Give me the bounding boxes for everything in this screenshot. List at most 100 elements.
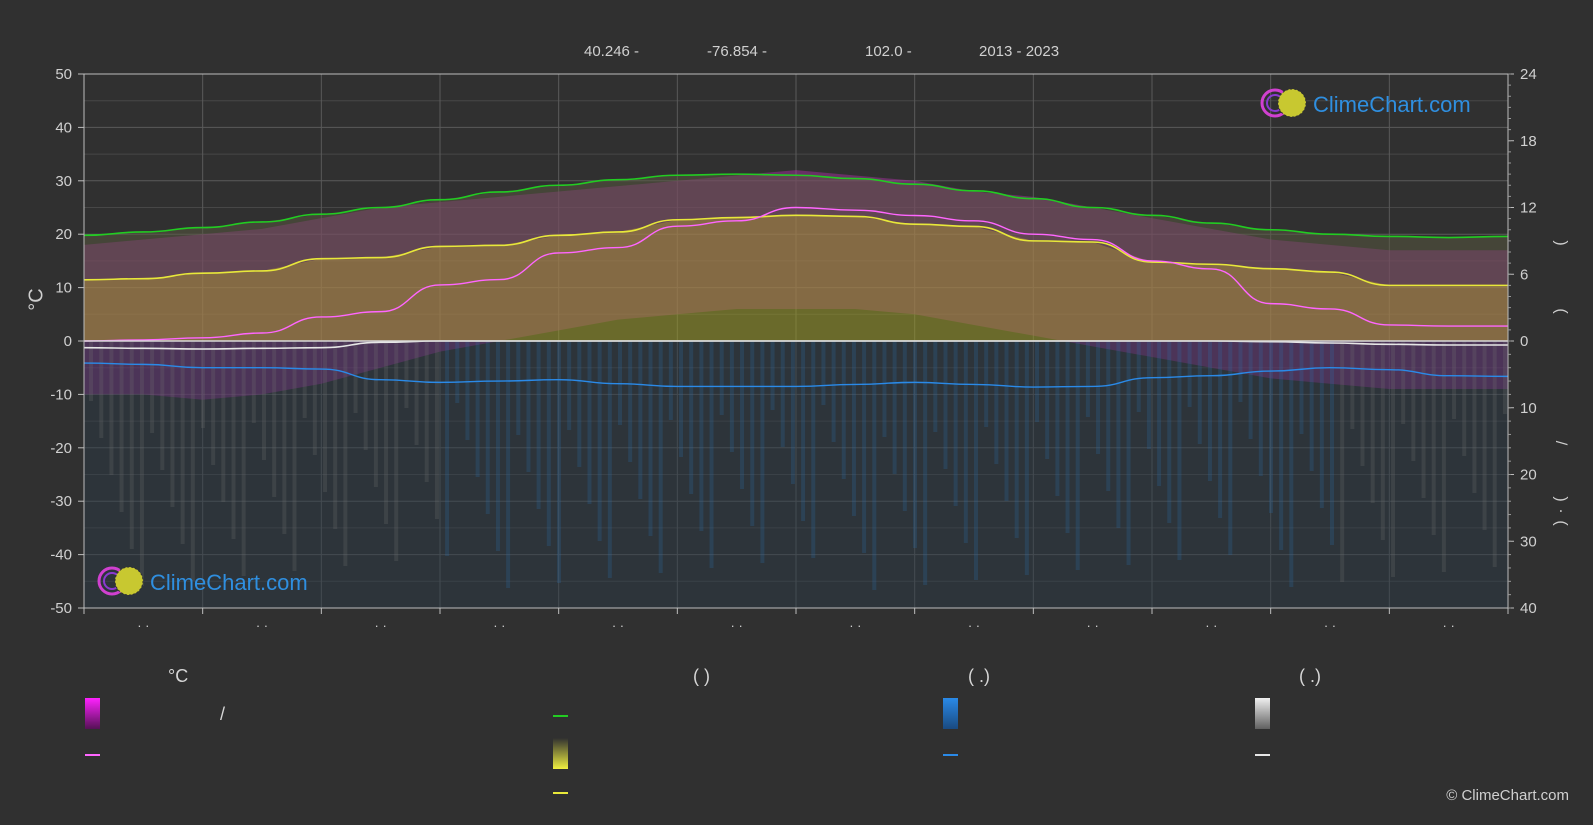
- precipitation-streak: [668, 341, 673, 420]
- precipitation-streak: [862, 341, 867, 553]
- legend-rain-heading: ( .): [968, 666, 990, 686]
- right-axis-mark-5: (: [1552, 520, 1570, 526]
- precipitation-streak: [912, 341, 917, 548]
- logo-text: ClimeChart.com: [1313, 92, 1471, 117]
- right-axis-mark-6: ·: [1552, 508, 1570, 514]
- rain-line: [84, 362, 1508, 388]
- precipitation-streak: [302, 341, 307, 418]
- legend-snow-line-swatch: [1255, 754, 1270, 756]
- precipitation-streak: [597, 341, 602, 541]
- precipitation-streak: [1482, 341, 1487, 530]
- precipitation-streak: [1268, 341, 1273, 513]
- precipitation-streak: [1340, 341, 1345, 582]
- x-tick-label: · ·: [612, 618, 624, 633]
- precipitation-streak: [170, 341, 175, 507]
- x-tick-label: · ·: [1324, 618, 1336, 633]
- precipitation-streak: [394, 341, 399, 561]
- precipitation-streak: [485, 341, 490, 514]
- precipitation-streak: [719, 341, 724, 415]
- precipitation-streak: [109, 341, 114, 475]
- precipitation-streak: [689, 341, 694, 494]
- precipitation-streak: [770, 341, 775, 410]
- precipitation-streak: [1279, 341, 1284, 550]
- precipitation-streak: [882, 341, 887, 437]
- precipitation-streak: [1289, 341, 1294, 587]
- legend-temp-range-swatch: [85, 698, 100, 729]
- precipitation-streak: [1238, 341, 1243, 402]
- precipitation-streak: [343, 341, 348, 566]
- precipitation-streak: [1157, 341, 1162, 486]
- precipitation-streak: [1452, 341, 1457, 419]
- max-temp-line: [84, 206, 1508, 342]
- precipitation-streak: [262, 341, 266, 460]
- precipitation-streak: [546, 341, 551, 546]
- legend-snow-heading: ( .): [1299, 666, 1321, 686]
- precipitation-streak: [1116, 341, 1121, 528]
- precipitation-streak: [618, 341, 622, 425]
- left-tick-label: -50: [50, 600, 72, 617]
- left-tick-label: 30: [55, 173, 72, 190]
- daylight-line: [84, 173, 1508, 239]
- precipitation-streak: [780, 341, 785, 447]
- precipitation-streak: [1411, 341, 1416, 461]
- right-tick-label: 6: [1520, 266, 1528, 283]
- left-tick-label: 20: [55, 226, 72, 243]
- precipitation-streak: [658, 341, 663, 573]
- precipitation-streak: [119, 341, 124, 512]
- x-tick-label: · ·: [1443, 618, 1455, 633]
- precipitation-streak: [292, 341, 297, 571]
- precipitation-streak: [1319, 341, 1324, 508]
- precipitation-streak: [1492, 341, 1497, 567]
- legend-rain-swatch: [943, 698, 958, 729]
- x-tick-label: · ·: [849, 618, 861, 633]
- precipitation-streak: [933, 341, 938, 432]
- precipitation-streak: [475, 341, 480, 477]
- precipitation-streak: [709, 341, 714, 568]
- precipitation-streak: [272, 341, 277, 497]
- precipitation-streak: [251, 341, 256, 423]
- precipitation-streak: [139, 341, 144, 586]
- x-tick-label: · ·: [1205, 618, 1217, 633]
- precipitation-streak: [506, 341, 511, 588]
- precipitation-streak: [1146, 341, 1151, 449]
- precipitation-streak: [679, 341, 684, 457]
- precipitation-streak: [1309, 341, 1314, 471]
- legend-temperature-heading: °C: [168, 666, 189, 686]
- precipitation-streak: [1330, 341, 1334, 545]
- precipitation-streak: [638, 341, 643, 499]
- precipitation-streak: [1370, 341, 1375, 503]
- x-tick-label: · ·: [493, 618, 505, 633]
- precipitation-streak: [760, 341, 765, 563]
- precipitation-streak: [424, 341, 429, 482]
- logo-icon: [97, 566, 144, 596]
- precipitation-streak: [1401, 341, 1406, 424]
- precipitation-streak: [648, 341, 653, 536]
- legend-sunshine-swatch: [553, 738, 568, 769]
- copyright: © ClimeChart.com: [1446, 787, 1569, 804]
- precipitation-streak: [1441, 341, 1446, 572]
- legend-sun-heading: ( ): [693, 666, 710, 686]
- elevation-label: 102.0 -: [865, 43, 912, 60]
- x-tick-label: · ·: [1087, 618, 1099, 633]
- precipitation-streak: [841, 341, 846, 479]
- precipitation-streak: [790, 341, 795, 484]
- precipitation-streak: [872, 341, 877, 590]
- precipitation-streak: [363, 341, 368, 450]
- left-tick-label: -10: [50, 386, 72, 403]
- precipitation-streak: [1248, 341, 1253, 439]
- precipitation-streak: [1258, 341, 1263, 476]
- legend-snow-swatch: [1255, 698, 1270, 729]
- left-tick-label: -40: [50, 547, 72, 564]
- precipitation-streak: [1024, 341, 1029, 575]
- right-tick-label: 24: [1520, 66, 1537, 83]
- precipitation-streak: [953, 341, 958, 506]
- sunshine-line: [84, 214, 1508, 287]
- precipitation-streak: [963, 341, 968, 543]
- precipitation-streak: [943, 341, 948, 469]
- precipitation-streak: [445, 341, 450, 556]
- right-tick-label: 30: [1520, 533, 1537, 550]
- precipitation-streak: [750, 341, 755, 526]
- precipitation-streak: [526, 341, 531, 472]
- precipitation-streak: [1187, 341, 1192, 407]
